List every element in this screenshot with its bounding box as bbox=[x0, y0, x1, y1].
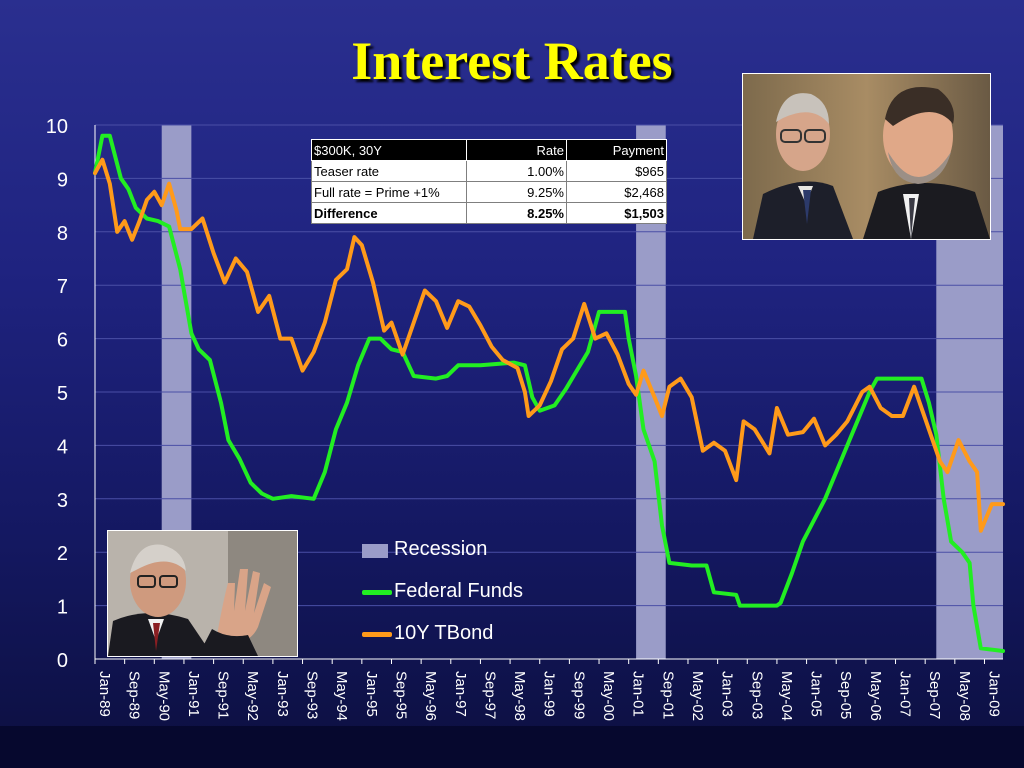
greenspan-photo bbox=[107, 530, 298, 657]
table-cell: $2,468 bbox=[566, 181, 667, 203]
x-tick-label: May-98 bbox=[511, 671, 528, 721]
x-tick-label: Sep-05 bbox=[837, 671, 854, 719]
table-header-cell: Rate bbox=[466, 139, 567, 161]
y-tick-label: 2 bbox=[57, 543, 68, 565]
x-tick-label: Sep-95 bbox=[392, 671, 409, 719]
legend-item-tbond: 10Y TBond bbox=[362, 620, 582, 650]
x-tick-label: Sep-89 bbox=[126, 671, 143, 719]
y-tick-label: 0 bbox=[57, 650, 68, 672]
y-tick-label: 10 bbox=[46, 116, 68, 138]
table-cell: 1.00% bbox=[466, 160, 567, 182]
y-tick-label: 1 bbox=[57, 597, 68, 619]
table-cell: Difference bbox=[311, 202, 467, 224]
tbond-swatch bbox=[362, 632, 392, 637]
x-tick-label: Sep-03 bbox=[748, 671, 765, 719]
x-tick-label: Sep-01 bbox=[659, 671, 676, 719]
table-cell: $965 bbox=[566, 160, 667, 182]
loan-comparison-table: $300K, 30Y Rate Payment Teaser rate 1.00… bbox=[311, 139, 667, 224]
x-tick-label: Jan-03 bbox=[719, 671, 736, 717]
legend-label: Federal Funds bbox=[394, 580, 523, 602]
y-tick-label: 3 bbox=[57, 490, 68, 512]
legend-label: 10Y TBond bbox=[394, 622, 494, 644]
x-tick-label: May-06 bbox=[867, 671, 884, 721]
x-tick-label: Jan-01 bbox=[630, 671, 647, 717]
legend-item-recession: Recession bbox=[362, 536, 582, 566]
table-cell: Full rate = Prime +1% bbox=[311, 181, 467, 203]
x-tick-label: Sep-99 bbox=[570, 671, 587, 719]
x-tick-label: May-08 bbox=[956, 671, 973, 721]
x-tick-label: May-92 bbox=[244, 671, 261, 721]
y-tick-label: 7 bbox=[57, 276, 68, 298]
greenspan-bernanke-photo bbox=[742, 73, 991, 240]
x-tick-label: Jan-89 bbox=[96, 671, 113, 717]
table-cell: $1,503 bbox=[566, 202, 667, 224]
fed-funds-swatch bbox=[362, 590, 392, 595]
tbond-line bbox=[93, 157, 1005, 533]
table-header-cell: Payment bbox=[566, 139, 667, 161]
y-tick-label: 4 bbox=[57, 436, 68, 458]
x-tick-label: May-94 bbox=[333, 671, 350, 721]
fed-funds-line bbox=[93, 133, 1005, 653]
table-row: Teaser rate 1.00% $965 bbox=[311, 160, 667, 182]
y-tick-label: 8 bbox=[57, 223, 68, 245]
x-tick-label: Jan-05 bbox=[808, 671, 825, 717]
x-tick-label: May-00 bbox=[600, 671, 617, 721]
slide-title: Interest Rates bbox=[351, 31, 673, 91]
x-tick-label: Sep-91 bbox=[215, 671, 232, 719]
table-row: Full rate = Prime +1% 9.25% $2,468 bbox=[311, 181, 667, 203]
table-cell: 8.25% bbox=[466, 202, 567, 224]
x-tick-label: Jan-91 bbox=[185, 671, 202, 717]
x-tick-label: May-96 bbox=[422, 671, 439, 721]
x-tick-label: Jan-09 bbox=[985, 671, 1002, 717]
y-tick-label: 6 bbox=[57, 330, 68, 352]
x-tick-label: Jan-97 bbox=[452, 671, 469, 717]
table-cell: 9.25% bbox=[466, 181, 567, 203]
photo-illustration bbox=[108, 531, 297, 656]
table-row: Difference 8.25% $1,503 bbox=[311, 202, 667, 224]
recession-swatch bbox=[362, 544, 388, 558]
bottom-band bbox=[0, 726, 1024, 768]
x-tick-label: Sep-97 bbox=[481, 671, 498, 719]
x-tick-label: May-90 bbox=[155, 671, 172, 721]
x-tick-label: Jan-93 bbox=[274, 671, 291, 717]
x-tick-label: Jan-99 bbox=[541, 671, 558, 717]
photo-illustration bbox=[743, 74, 990, 239]
table-header-row: $300K, 30Y Rate Payment bbox=[311, 139, 667, 161]
legend-label: Recession bbox=[394, 538, 488, 560]
x-tick-label: May-04 bbox=[778, 671, 795, 721]
x-tick-label: Jan-07 bbox=[897, 671, 914, 717]
x-tick-label: Jan-95 bbox=[363, 671, 380, 717]
x-tick-label: Sep-07 bbox=[926, 671, 943, 719]
table-header-cell: $300K, 30Y bbox=[311, 139, 467, 161]
y-tick-label: 5 bbox=[57, 383, 68, 405]
x-tick-label: Sep-93 bbox=[304, 671, 321, 719]
legend-item-fed-funds: Federal Funds bbox=[362, 578, 582, 608]
table-cell: Teaser rate bbox=[311, 160, 467, 182]
y-tick-label: 9 bbox=[57, 169, 68, 191]
x-tick-label: May-02 bbox=[689, 671, 706, 721]
